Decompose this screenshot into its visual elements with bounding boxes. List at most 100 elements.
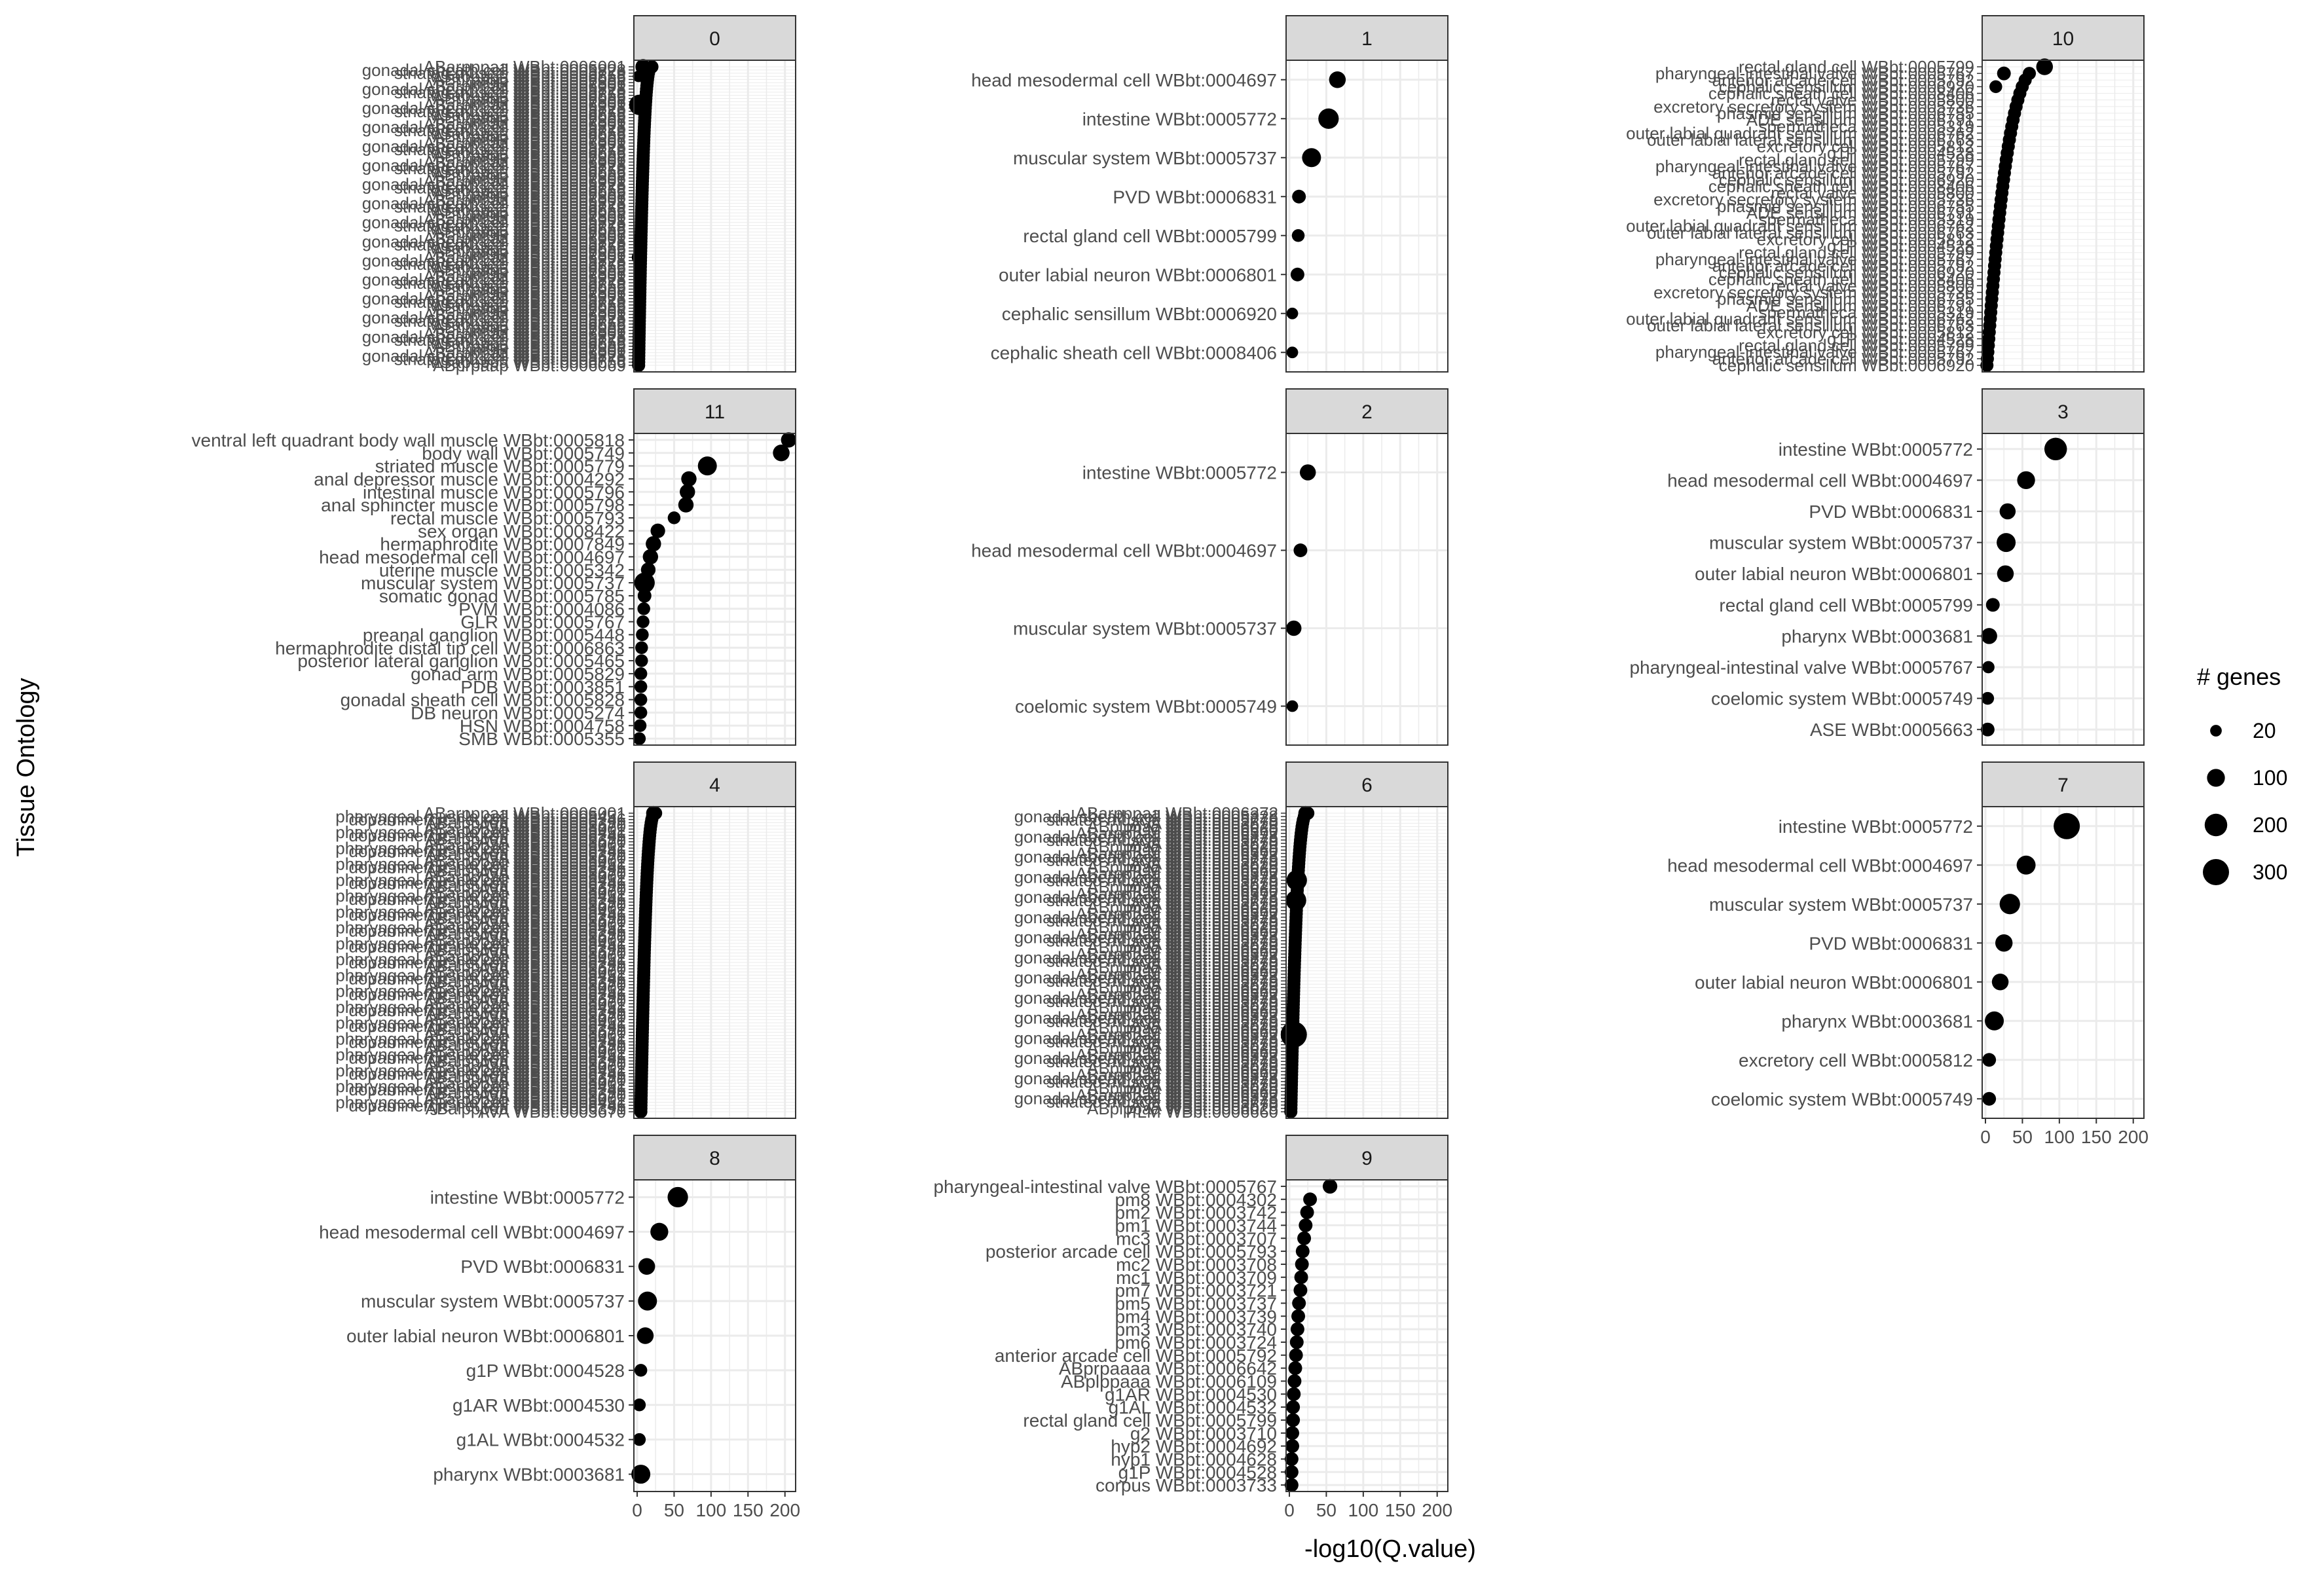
facet-title: 3 bbox=[2057, 401, 2069, 423]
y-tick-label: pharyngeal muscle cell WBbt:0005451 bbox=[335, 1061, 626, 1080]
y-tick-label: sex organ WBbt:0008422 bbox=[418, 521, 625, 541]
y-tick-label: ABalpppaa WBbt:0006391 bbox=[426, 1019, 626, 1039]
y-tick-label: excretory cell WBbt:0005812 bbox=[1757, 322, 1974, 342]
data-point bbox=[1286, 1413, 1300, 1427]
y-tick-label: striated muscle WBbt:0005779 bbox=[1046, 931, 1278, 951]
y-tick-label: AVA WBbt:0003670 bbox=[478, 832, 626, 852]
y-tick-label: pharyngeal muscle cell WBbt:0005451 bbox=[335, 1029, 626, 1048]
y-tick-label: ABarpppaa WBbt:0006001 bbox=[424, 1073, 626, 1093]
data-point bbox=[1982, 661, 1995, 674]
y-tick-label: int9R WBbt:0007806 bbox=[469, 149, 626, 169]
y-tick-label: ABarpppaa WBbt:0006001 bbox=[424, 57, 626, 77]
panel-border bbox=[1982, 806, 2145, 1119]
y-tick-label: gonadal sheath cell WBbt:0005828 bbox=[341, 690, 625, 710]
y-tick-label: dopaminergic neuron WBbt:0006746 bbox=[348, 841, 626, 861]
y-tick-label: ABarpppaa WBbt:0006001 bbox=[424, 851, 626, 871]
y-tick-label: AVA WBbt:0003670 bbox=[478, 1023, 626, 1042]
y-tick-label: ABplppaa WBbt:0006025 bbox=[1087, 816, 1278, 836]
y-tick-label: gonadal sheath cell WBbt:0005828 bbox=[362, 136, 626, 156]
data-point bbox=[667, 1186, 688, 1208]
y-tick-label: ABarpppaa WBbt:0006001 bbox=[424, 266, 626, 286]
y-tick-label: somatic gonad WBbt:0005785 bbox=[379, 586, 625, 606]
data-point bbox=[681, 471, 697, 487]
legend: # genes 20 100 200 300 bbox=[2197, 663, 2287, 885]
data-points bbox=[1286, 464, 1316, 712]
x-axis-title: -log10(Q.value) bbox=[1304, 1535, 1476, 1563]
y-tick-label: coelomic system WBbt:0005749 bbox=[1015, 697, 1277, 717]
data-point bbox=[633, 732, 646, 745]
y-tick-label: pm5 WBbt:0003737 bbox=[1115, 1293, 1278, 1313]
y-tick-label: PLM WBbt:0006660 bbox=[1126, 1102, 1278, 1122]
y-tick-label: int9R WBbt:0007806 bbox=[469, 206, 626, 226]
data-points bbox=[1286, 71, 1346, 359]
y-tick-label: head mesodermal cell WBbt:0004697 bbox=[1667, 470, 1973, 490]
y-tick-label: ABarpppaa WBbt:0006001 bbox=[424, 172, 626, 191]
y-tick-label: mc3 WBbt:0003707 bbox=[1116, 1228, 1277, 1249]
data-point bbox=[646, 536, 661, 552]
y-tick-label: PLM WBbt:0006660 bbox=[1126, 961, 1278, 981]
data-point bbox=[1985, 1011, 2004, 1031]
y-tick-label: PLM WBbt:0006660 bbox=[1126, 860, 1278, 880]
y-tick-label: AVA WBbt:0003670 bbox=[478, 864, 626, 883]
y-tick-label: rectal gland cell WBbt:0005799 bbox=[1023, 1410, 1277, 1431]
data-point bbox=[1286, 1400, 1300, 1414]
y-tick-label: int9R WBbt:0007806 bbox=[469, 130, 626, 150]
y-tick-label: striated muscle WBbt:0005779 bbox=[394, 349, 626, 369]
y-tick-label: ABprpaap WBbt:0006069 bbox=[433, 337, 626, 356]
grid-lines bbox=[1982, 60, 2144, 372]
panel-border bbox=[633, 806, 796, 1119]
y-tick-label: AVA WBbt:0003670 bbox=[1130, 1095, 1278, 1115]
y-tick-label: mc2 WBbt:0003708 bbox=[1116, 1254, 1277, 1275]
y-tick-label: dopaminergic neuron WBbt:0006746 bbox=[348, 1095, 626, 1115]
data-point bbox=[1295, 1244, 1310, 1258]
facet-strip bbox=[633, 388, 796, 434]
y-tick-label: MSappppa WBbt:0006656 bbox=[426, 143, 626, 162]
y-tick-label: spermatheca WBbt:0005319 bbox=[1758, 117, 1974, 136]
y-tick-label: ABarpppaa WBbt:0006001 bbox=[424, 978, 626, 998]
y-tick-label: gonadal sheath cell WBbt:0005828 bbox=[1014, 827, 1278, 847]
y-tick-label: int9R WBbt:0007806 bbox=[469, 73, 626, 92]
y-tick-label: ABalpppaa WBbt:0006391 bbox=[426, 877, 626, 896]
grid-lines bbox=[1286, 807, 1448, 1118]
y-tick-label: ADE sensillum WBbt:0006791 bbox=[1746, 110, 1974, 130]
y-tick-label: gonadal sheath cell WBbt:0005828 bbox=[362, 346, 626, 365]
y-tick-label: MSappppa WBbt:0006656 bbox=[426, 295, 626, 315]
legend-key bbox=[2207, 769, 2225, 787]
legend-label: 20 bbox=[2253, 719, 2276, 742]
y-tick-label: pm6 WBbt:0003724 bbox=[1115, 1332, 1278, 1353]
y-tick-label: cephalic sensillum WBbt:0006920 bbox=[1719, 170, 1974, 189]
data-point bbox=[650, 1222, 669, 1241]
y-tick-label: striated muscle WBbt:0005779 bbox=[394, 254, 626, 274]
y-tick-label: preanal ganglion WBbt:0005448 bbox=[363, 625, 625, 645]
y-tick-label: AVA WBbt:0003670 bbox=[478, 975, 626, 995]
data-point bbox=[634, 1105, 648, 1118]
grid-lines bbox=[1286, 433, 1448, 745]
y-tick-label: coelomic system WBbt:0005749 bbox=[1711, 689, 1973, 709]
data-points bbox=[629, 59, 659, 372]
data-point bbox=[2044, 437, 2067, 461]
y-tick-label: anterior arcade cell WBbt:0005792 bbox=[995, 1345, 1277, 1366]
y-tick-label: ABarpppaa WBbt:0006001 bbox=[424, 994, 626, 1014]
y-tick-label: muscular system WBbt:0005737 bbox=[1709, 894, 1973, 915]
y-tick-label: striated muscle WBbt:0005779 bbox=[394, 64, 626, 83]
y-tick-label: intestinal muscle WBbt:0005796 bbox=[363, 482, 625, 502]
y-tick-label: ABarpppaa WBbt:0006372 bbox=[1076, 1025, 1278, 1044]
y-tick-label: pharyngeal-intestinal valve WBbt:0005767 bbox=[1655, 156, 1974, 176]
y-tick-label: ABarpppaa WBbt:0006001 bbox=[424, 1010, 626, 1029]
y-tick-label: gonadal sheath cell WBbt:0005828 bbox=[362, 194, 626, 213]
data-point bbox=[634, 667, 648, 680]
data-point bbox=[1285, 1439, 1299, 1454]
y-tick-label: ABplppaa WBbt:0006025 bbox=[1087, 877, 1278, 897]
y-tick-label: PVD WBbt:0006831 bbox=[1809, 933, 1973, 953]
y-tick-label: gonadal sheath cell WBbt:0005828 bbox=[1014, 988, 1278, 1008]
y-tick-label: ABarpppaa WBbt:0006372 bbox=[1076, 803, 1278, 823]
y-tick-label: outer labial lateral sensillum WBbt:0006… bbox=[1647, 130, 1974, 149]
legend-key bbox=[2210, 725, 2222, 737]
data-point bbox=[1980, 359, 1994, 372]
y-tick-label: spermatheca WBbt:0005319 bbox=[1758, 210, 1974, 229]
y-tick-label: ABarpppaa WBbt:0006001 bbox=[424, 304, 626, 324]
x-tick-label: 200 bbox=[769, 1500, 800, 1520]
data-points bbox=[1980, 58, 2054, 372]
y-tick-label: ABarpppaa WBbt:0006001 bbox=[424, 1026, 626, 1046]
